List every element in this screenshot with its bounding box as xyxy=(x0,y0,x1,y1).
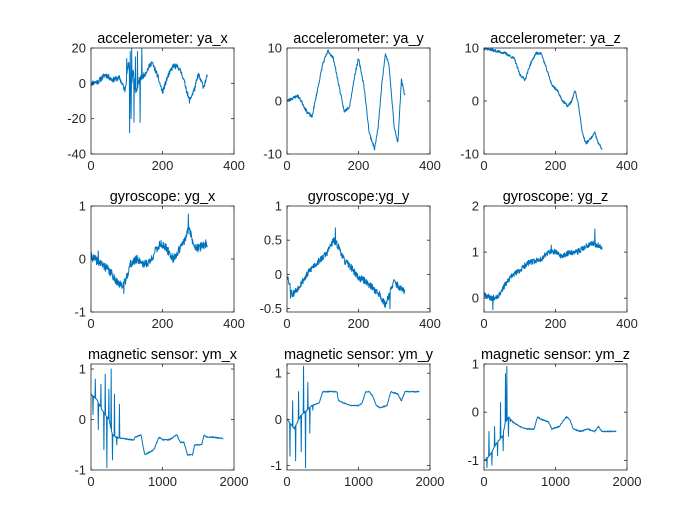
y-tick-label: 10 xyxy=(268,41,282,56)
x-tick-label: 200 xyxy=(152,158,174,173)
x-tick-label: 400 xyxy=(616,316,638,331)
y-tick-label: 0 xyxy=(79,252,86,267)
subplot-title: accelerometer: ya_z xyxy=(490,31,621,47)
x-tick-label: 0 xyxy=(283,316,290,331)
x-tick-label: 0 xyxy=(87,158,94,173)
x-tick-label: 200 xyxy=(152,316,174,331)
series-line-1 xyxy=(91,48,208,134)
x-tick-label: 400 xyxy=(223,158,245,173)
y-tick-label: 0 xyxy=(472,291,479,306)
subplot-title: magnetic sensor: ym_y xyxy=(284,347,434,363)
y-tick-label: -10 xyxy=(263,147,282,162)
axes-frame xyxy=(286,363,431,471)
x-tick-label: 200 xyxy=(348,316,370,331)
x-tick-label: 2000 xyxy=(613,474,642,489)
subplot-title: magnetic sensor: ym_x xyxy=(88,347,238,363)
y-tick-label: 20 xyxy=(72,41,86,56)
axes-frame xyxy=(90,47,235,155)
x-tick-label: 2000 xyxy=(416,474,445,489)
y-tick-label: -1 xyxy=(74,305,86,320)
x-tick-label: 200 xyxy=(545,158,567,173)
x-tick-label: 0 xyxy=(480,474,487,489)
y-tick-label: 2 xyxy=(472,199,479,214)
y-tick-label: 0 xyxy=(275,267,282,282)
axes-frame xyxy=(286,47,431,155)
subplot-title: gyroscope: yg_x xyxy=(110,189,216,205)
y-tick-label: -0.5 xyxy=(260,301,282,316)
x-tick-label: 400 xyxy=(223,316,245,331)
x-tick-label: 0 xyxy=(87,316,94,331)
y-tick-label: -40 xyxy=(67,147,86,162)
y-tick-label: 0 xyxy=(79,412,86,427)
axes-frame xyxy=(483,205,628,313)
x-tick-label: 1000 xyxy=(541,474,570,489)
series-line-2 xyxy=(287,49,406,151)
subplot-title: magnetic sensor: ym_z xyxy=(481,347,630,363)
x-tick-label: 2000 xyxy=(220,474,249,489)
series-line-3 xyxy=(484,48,603,150)
series-line-6 xyxy=(484,228,603,311)
y-tick-label: 0 xyxy=(79,76,86,91)
x-tick-label: 400 xyxy=(616,158,638,173)
series-line-8 xyxy=(287,365,420,469)
y-tick-label: -1 xyxy=(467,453,479,468)
y-tick-label: 0 xyxy=(275,94,282,109)
y-tick-label: 1 xyxy=(79,199,86,214)
x-tick-label: 0 xyxy=(87,474,94,489)
subplot-title: gyroscope:yg_y xyxy=(308,189,410,205)
y-tick-label: 1 xyxy=(472,357,479,372)
y-tick-label: 1 xyxy=(275,199,282,214)
series-line-7 xyxy=(91,368,224,468)
y-tick-label: -1 xyxy=(74,463,86,478)
y-tick-label: -20 xyxy=(67,111,86,126)
x-tick-label: 0 xyxy=(283,474,290,489)
x-tick-label: 0 xyxy=(480,158,487,173)
axes-frame xyxy=(90,205,235,313)
y-tick-label: 1 xyxy=(275,366,282,381)
axes-frame xyxy=(286,205,431,313)
x-tick-label: 400 xyxy=(419,158,441,173)
y-tick-label: -10 xyxy=(460,147,479,162)
x-tick-label: 200 xyxy=(545,316,567,331)
series-line-5 xyxy=(287,227,406,310)
y-tick-label: 0 xyxy=(275,412,282,427)
subplot-title: gyroscope: yg_z xyxy=(503,189,609,205)
subplot-1: 0 200 400 -40 -20 0 20 accelerometer: ya_x xyxy=(67,31,245,173)
subplot-6: 0 200 400 0 1 2 gyroscope: yg_z xyxy=(472,189,638,331)
x-tick-label: 0 xyxy=(480,316,487,331)
y-tick-label: 1 xyxy=(472,245,479,260)
y-tick-label: 0 xyxy=(472,405,479,420)
x-tick-label: 400 xyxy=(419,316,441,331)
series-line-4 xyxy=(91,213,208,294)
y-tick-label: 0 xyxy=(472,94,479,109)
subplot-title: accelerometer: ya_x xyxy=(97,31,228,47)
y-tick-label: 0.5 xyxy=(264,233,282,248)
x-tick-label: 0 xyxy=(283,158,290,173)
y-tick-label: -1 xyxy=(270,458,282,473)
x-tick-label: 1000 xyxy=(344,474,373,489)
subplot-title: accelerometer: ya_y xyxy=(293,31,424,47)
x-tick-label: 1000 xyxy=(148,474,177,489)
axes-frame xyxy=(483,47,628,155)
x-tick-label: 200 xyxy=(348,158,370,173)
y-tick-label: 10 xyxy=(465,41,479,56)
y-tick-label: 1 xyxy=(79,362,86,377)
series-line-9 xyxy=(484,365,617,469)
